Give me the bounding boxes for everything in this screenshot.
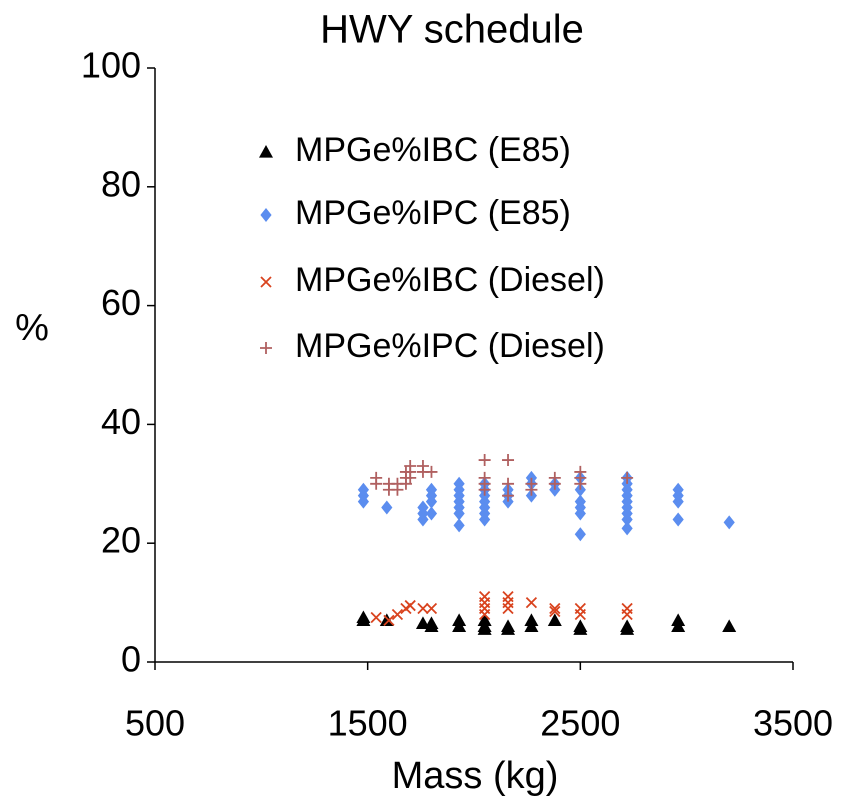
y-tick-label: 100 <box>81 45 141 86</box>
point <box>404 459 417 472</box>
point <box>574 494 586 509</box>
point <box>672 512 684 527</box>
point <box>722 619 737 632</box>
point <box>549 602 561 615</box>
legend-marker <box>260 276 272 288</box>
point <box>502 489 515 502</box>
point <box>478 591 491 603</box>
legend-label: MPGe%IBC (Diesel) <box>295 261 605 299</box>
point <box>417 602 429 615</box>
point <box>574 602 586 615</box>
point <box>548 471 561 484</box>
point <box>370 471 383 484</box>
x-tick-label: 3500 <box>753 703 833 744</box>
point <box>502 477 515 490</box>
point <box>525 596 538 609</box>
point <box>453 518 465 533</box>
point <box>723 515 735 530</box>
legend-marker <box>260 342 272 354</box>
point <box>620 619 635 632</box>
point <box>370 611 382 624</box>
point <box>525 477 538 490</box>
point <box>478 454 491 467</box>
point <box>502 591 514 603</box>
point <box>478 471 491 484</box>
legend-label: MPGe%IPC (Diesel) <box>295 327 605 365</box>
point <box>425 465 438 478</box>
point <box>381 500 393 515</box>
point <box>672 482 684 497</box>
x-tick-label: 500 <box>125 703 185 744</box>
point <box>621 521 633 536</box>
point <box>574 527 586 542</box>
point <box>424 616 439 629</box>
y-axis-label: % <box>15 307 49 349</box>
point <box>425 602 438 615</box>
y-tick-label: 60 <box>101 282 141 323</box>
point <box>453 476 465 491</box>
legend-marker <box>259 145 273 158</box>
point <box>404 599 416 612</box>
point <box>671 613 686 627</box>
point <box>416 459 429 472</box>
point <box>452 613 467 627</box>
y-tick-label: 40 <box>101 401 141 442</box>
point <box>417 500 429 515</box>
x-tick-label: 1500 <box>328 703 408 744</box>
x-axis-label: Mass (kg) <box>392 755 559 797</box>
y-tick-label: 80 <box>101 163 141 204</box>
point <box>477 613 492 627</box>
point <box>391 608 404 621</box>
point <box>524 613 539 627</box>
legend-marker <box>260 208 272 222</box>
point <box>501 619 516 632</box>
x-tick-label: 2500 <box>540 703 620 744</box>
chart-title: HWY schedule <box>320 8 584 52</box>
point <box>549 605 561 618</box>
point <box>621 471 634 484</box>
point <box>502 454 515 467</box>
point <box>357 482 370 497</box>
y-tick-label: 20 <box>101 520 141 561</box>
y-tick-label: 0 <box>121 639 141 680</box>
point <box>621 602 633 615</box>
legend-label: MPGe%IBC (E85) <box>295 131 571 169</box>
legend-label: MPGe%IPC (E85) <box>295 194 571 232</box>
point <box>383 614 395 627</box>
point <box>574 465 587 478</box>
point <box>547 613 562 627</box>
point <box>425 482 438 497</box>
point <box>573 619 588 632</box>
point <box>425 506 438 521</box>
point <box>356 610 371 624</box>
